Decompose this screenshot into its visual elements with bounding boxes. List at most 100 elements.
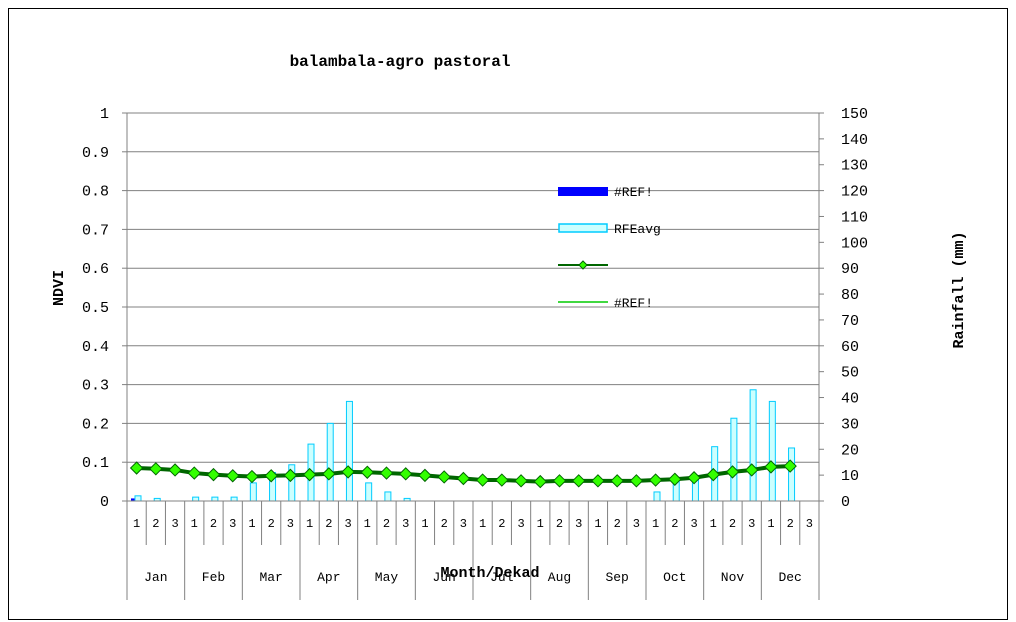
bar <box>249 482 257 502</box>
dekad-label: 1 <box>479 517 486 531</box>
y2-tick-labels: 0 10 20 30 40 50 60 70 80 90 100 110 120 130 140 150 <box>841 106 868 511</box>
dekad-label: 1 <box>364 517 371 531</box>
data-point <box>668 472 682 486</box>
dekad-label: 3 <box>402 517 409 531</box>
dekad-label: 1 <box>306 517 313 531</box>
data-point <box>418 468 432 483</box>
y-tick-label: 0.1 <box>82 455 109 472</box>
dekad-label: 3 <box>460 517 467 531</box>
y-tick-label: 0 <box>100 494 109 511</box>
y2-tick-label: 110 <box>841 209 868 226</box>
y-axis-label: NDVI <box>51 270 68 306</box>
dekad-label: 2 <box>614 517 621 531</box>
data-point <box>783 459 797 473</box>
data-point <box>629 474 644 488</box>
bar <box>192 496 200 502</box>
dekad-label: 2 <box>556 517 563 531</box>
y-tick-label: 0.7 <box>82 222 109 239</box>
y-tick-label: 1 <box>100 106 109 123</box>
y2-tick-label: 40 <box>841 391 859 408</box>
legend-label-ref-bar: #REF! <box>614 185 653 200</box>
data-point <box>475 473 490 487</box>
bar <box>345 400 353 502</box>
y-tick-label: 0.5 <box>82 300 109 317</box>
data-point <box>456 471 471 486</box>
dekad-label: 2 <box>268 517 275 531</box>
data-point <box>648 473 663 487</box>
month-label: Dec <box>778 570 801 585</box>
data-point <box>226 469 240 483</box>
bar <box>653 491 661 502</box>
dekad-label: 2 <box>787 517 794 531</box>
x-axis-label: Month/Dekad <box>440 565 539 582</box>
y2-tick-label: 150 <box>841 106 868 123</box>
dekad-label: 3 <box>517 517 524 531</box>
dekad-label: 3 <box>690 517 697 531</box>
y2-tick-label: 80 <box>841 287 859 304</box>
dekad-label: 1 <box>767 517 774 531</box>
data-point <box>725 465 740 479</box>
y2-tick-label: 30 <box>841 416 859 433</box>
dekad-label: 3 <box>806 517 813 531</box>
month-label: Feb <box>202 570 225 585</box>
data-point <box>745 463 759 477</box>
data-point <box>187 466 201 480</box>
chart-title: balambala-agro pastoral <box>290 53 511 71</box>
data-point <box>533 474 547 489</box>
legend-label-rfeavg: RFEavg <box>614 222 661 237</box>
bar <box>749 389 757 502</box>
bar <box>768 400 776 502</box>
month-label: May <box>375 570 399 585</box>
dekad-label: 3 <box>171 517 178 531</box>
data-point <box>245 469 259 484</box>
y-tick-label: 0.6 <box>82 261 109 278</box>
data-point <box>206 467 221 482</box>
dekad-label: 2 <box>152 517 159 531</box>
bar <box>788 447 796 502</box>
bar <box>365 482 373 502</box>
bar <box>384 491 392 502</box>
data-point <box>129 461 144 475</box>
dekad-label: 3 <box>748 517 755 531</box>
y2-tick-label: 90 <box>841 261 859 278</box>
dekad-label: 3 <box>575 517 582 531</box>
month-label: Jun <box>432 570 455 585</box>
data-point <box>764 460 778 474</box>
data-point <box>302 467 317 482</box>
data-point <box>552 474 567 488</box>
y2-tick-label: 120 <box>841 184 868 201</box>
data-point <box>149 462 163 476</box>
dekad-label: 2 <box>325 517 332 531</box>
dekad-label: 2 <box>498 517 505 531</box>
y-tick-labels: 0 0.1 0.2 0.3 0.4 0.5 0.6 0.7 0.8 0.9 1 <box>82 106 109 511</box>
bar <box>211 496 219 502</box>
dekad-label: 3 <box>287 517 294 531</box>
legend-swatch-ref-bar <box>558 187 608 196</box>
dekad-label: 1 <box>421 517 428 531</box>
y2-tick-label: 130 <box>841 158 868 175</box>
dekad-label: 2 <box>729 517 736 531</box>
y2-tick-label: 50 <box>841 365 859 382</box>
y-tick-label: 0.9 <box>82 145 109 162</box>
y2-tick-label: 70 <box>841 313 859 330</box>
data-point <box>591 474 605 488</box>
data-point <box>687 471 701 485</box>
gridlines <box>127 112 819 463</box>
data-point <box>379 466 394 480</box>
data-point <box>399 467 413 481</box>
data-point <box>610 474 624 488</box>
y-tick-label: 0.3 <box>82 378 109 395</box>
data-point <box>572 474 586 488</box>
data-point <box>495 473 509 487</box>
month-label: Jul <box>490 570 514 585</box>
month-label: Mar <box>259 570 282 585</box>
y-tick-label: 0.8 <box>82 184 109 201</box>
bar <box>730 417 738 502</box>
dekad-label: 2 <box>441 517 448 531</box>
bar <box>131 498 135 501</box>
legend-label-ref-line: #REF! <box>614 296 653 311</box>
dekad-label: 1 <box>191 517 198 531</box>
dekad-label: 1 <box>652 517 659 531</box>
legend-swatch-rfeavg <box>558 223 608 233</box>
